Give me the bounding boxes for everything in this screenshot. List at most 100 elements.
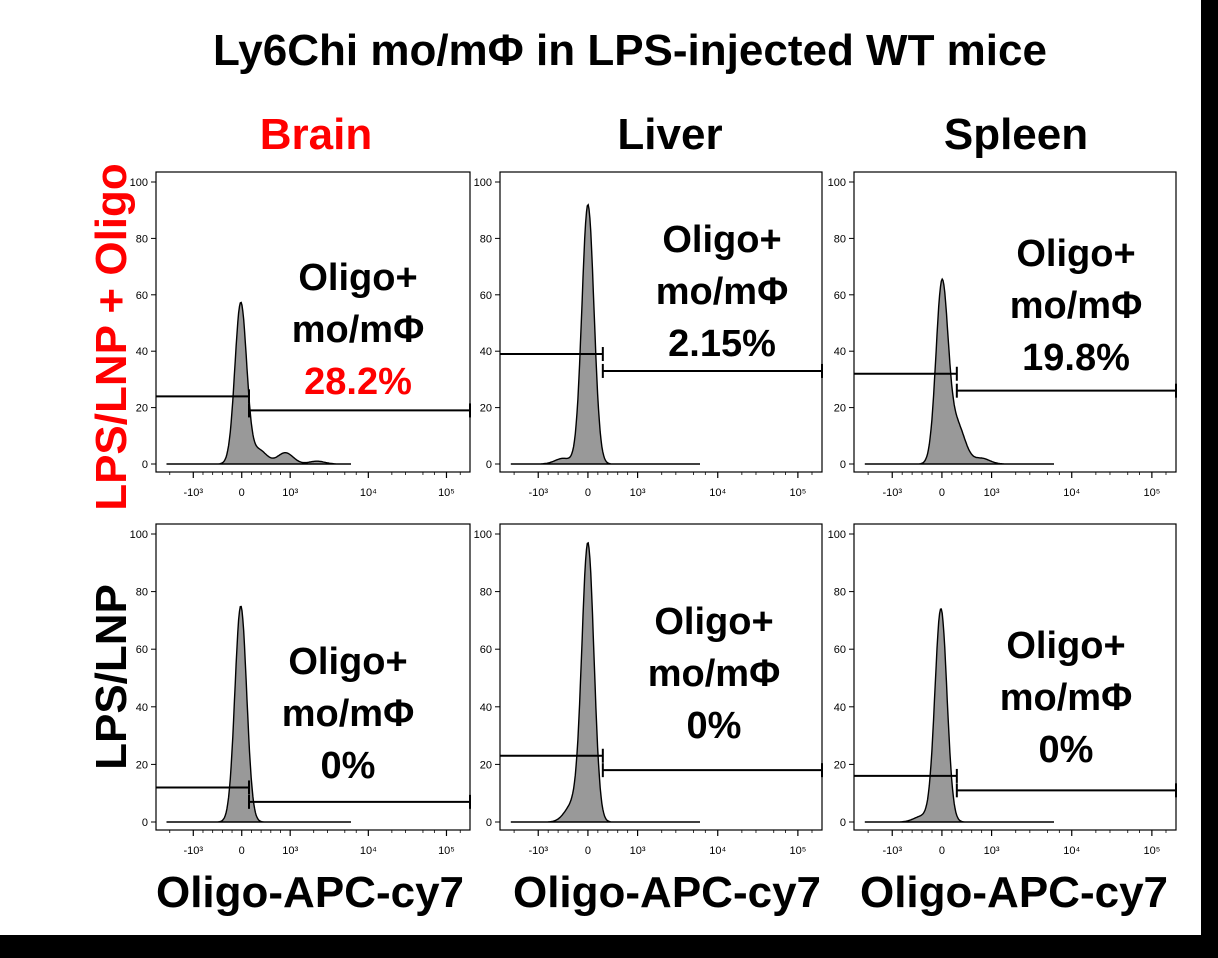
y-tick-label: 60	[480, 290, 492, 302]
gate-label-line2: mo/mΦ	[647, 653, 781, 695]
x-tick-label: -10³	[882, 845, 902, 857]
x-tick-label: -10³	[184, 845, 204, 857]
y-tick-label: 100	[828, 529, 846, 541]
gate-label-line1: Oligo+	[1006, 625, 1126, 667]
y-tick-label: 0	[840, 459, 846, 471]
column-label-liver: Liver	[617, 110, 723, 159]
plot-frame	[853, 523, 1177, 831]
figure: Ly6Chi mo/mΦ in LPS-injected WT mice Bra…	[0, 0, 1201, 935]
x-tick-label: 10⁴	[1063, 487, 1080, 499]
gate-label-line2: mo/mΦ	[999, 677, 1133, 719]
plot-frame	[155, 171, 471, 473]
histogram-panel-lps-lnp-oligo-spleen: 0 20 40 60 80 100 -10³ 0 10³ 10⁴ 10⁵	[828, 171, 1177, 499]
gate-label-line1: Oligo+	[654, 601, 774, 643]
x-tick-label: 10⁵	[438, 487, 455, 499]
oligo-positive-percent: 0%	[686, 705, 742, 747]
gate-label-line1: Oligo+	[1016, 233, 1136, 275]
y-tick-label: 40	[480, 346, 492, 358]
x-tick-label: -10³	[528, 487, 548, 499]
x-axis-label-brain: Oligo-APC-cy7	[155, 868, 465, 917]
x-tick-label: 0	[239, 845, 245, 857]
y-tick-label: 40	[136, 346, 148, 358]
y-tick-label: 60	[136, 644, 148, 656]
oligo-positive-percent: 0%	[320, 745, 376, 787]
y-tick-label: 80	[136, 587, 148, 599]
x-tick-label: -10³	[528, 845, 548, 857]
plot-frame	[499, 523, 823, 831]
gate-label-line2: mo/mΦ	[291, 309, 425, 351]
y-tick-label: 0	[486, 459, 492, 471]
x-tick-label: 10⁵	[789, 487, 806, 499]
oligo-positive-percent: 2.15%	[668, 323, 776, 365]
y-tick-label: 80	[136, 233, 148, 245]
y-tick-label: 40	[136, 702, 148, 714]
x-tick-label: 10⁴	[1063, 845, 1080, 857]
histogram-panel-lps-lnp-oligo-brain: 0 20 40 60 80 100 -10³ 0 10³ 10⁴ 10⁵	[130, 171, 471, 499]
plot-frame	[155, 523, 471, 831]
oligo-positive-percent: 0%	[1038, 729, 1094, 771]
x-tick-label: 10³	[984, 845, 1000, 857]
column-label-brain: Brain	[259, 110, 373, 159]
y-tick-label: 100	[474, 529, 492, 541]
x-tick-label: 10³	[984, 487, 1000, 499]
oligo-positive-percent: 19.8%	[1022, 337, 1130, 379]
histogram-curve	[864, 608, 1054, 823]
x-axis-label-liver: Oligo-APC-cy7	[512, 868, 822, 917]
gate-label-line1: Oligo+	[662, 219, 782, 261]
y-tick-label: 40	[480, 702, 492, 714]
oligo-positive-percent: 28.2%	[304, 361, 412, 403]
plot-frame	[853, 171, 1177, 473]
x-tick-label: 10⁴	[360, 487, 377, 499]
y-tick-label: 100	[828, 177, 846, 189]
y-tick-label: 20	[136, 759, 148, 771]
x-tick-label: 10⁵	[438, 845, 455, 857]
gate-label-line1: Oligo+	[298, 257, 418, 299]
y-tick-label: 80	[480, 587, 492, 599]
y-tick-label: 0	[840, 817, 846, 829]
x-tick-label: -10³	[184, 487, 204, 499]
x-tick-label: 10⁵	[1143, 487, 1160, 499]
x-tick-label: 0	[939, 845, 945, 857]
y-tick-label: 100	[130, 177, 148, 189]
gate-label-line2: mo/mΦ	[655, 271, 789, 313]
x-tick-label: 0	[585, 845, 591, 857]
histogram-curve	[166, 301, 351, 465]
x-tick-label: 0	[939, 487, 945, 499]
y-tick-label: 0	[486, 817, 492, 829]
histogram-curve	[510, 541, 700, 823]
histogram-panel-lps-lnp-oligo-liver: 0 20 40 60 80 100 -10³ 0 10³ 10⁴ 10⁵	[474, 171, 823, 499]
gate-annotation-lps-lnp-oligo-liver: Oligo+ mo/mΦ 2.15%	[612, 214, 832, 370]
y-tick-label: 80	[834, 233, 846, 245]
y-tick-label: 60	[834, 290, 846, 302]
y-tick-label: 20	[480, 759, 492, 771]
y-tick-label: 0	[142, 817, 148, 829]
y-tick-label: 20	[834, 403, 846, 415]
histogram-panel-lps-lnp-liver: 0 20 40 60 80 100 -10³ 0 10³ 10⁴ 10⁵	[474, 523, 823, 857]
y-tick-label: 60	[480, 644, 492, 656]
histogram-curve	[864, 277, 1054, 465]
histogram-panel-lps-lnp-spleen: 0 20 40 60 80 100 -10³ 0 10³ 10⁴ 10⁵	[828, 523, 1177, 857]
y-tick-label: 80	[834, 587, 846, 599]
gate-annotation-lps-lnp-oligo-spleen: Oligo+ mo/mΦ 19.8%	[966, 228, 1186, 384]
x-axis-label-spleen: Oligo-APC-cy7	[859, 868, 1169, 917]
y-tick-label: 0	[142, 459, 148, 471]
y-tick-label: 80	[480, 233, 492, 245]
y-tick-label: 40	[834, 346, 846, 358]
x-tick-label: -10³	[882, 487, 902, 499]
y-tick-label: 60	[136, 290, 148, 302]
x-tick-label: 10³	[630, 845, 646, 857]
y-tick-label: 20	[480, 403, 492, 415]
gate-annotation-lps-lnp-brain: Oligo+ mo/mΦ 0%	[238, 636, 458, 792]
x-tick-label: 10⁵	[1143, 845, 1160, 857]
x-tick-label: 10³	[282, 845, 298, 857]
y-tick-label: 20	[834, 759, 846, 771]
plot-frame	[499, 171, 823, 473]
y-tick-label: 20	[136, 403, 148, 415]
gate-label-line2: mo/mΦ	[1009, 285, 1143, 327]
gate-label-line2: mo/mΦ	[281, 693, 415, 735]
histogram-curve	[510, 203, 700, 465]
figure-title: Ly6Chi mo/mΦ in LPS-injected WT mice	[213, 26, 1047, 75]
gate-annotation-lps-lnp-liver: Oligo+ mo/mΦ 0%	[604, 596, 824, 752]
x-tick-label: 10⁴	[709, 845, 726, 857]
y-tick-label: 100	[474, 177, 492, 189]
